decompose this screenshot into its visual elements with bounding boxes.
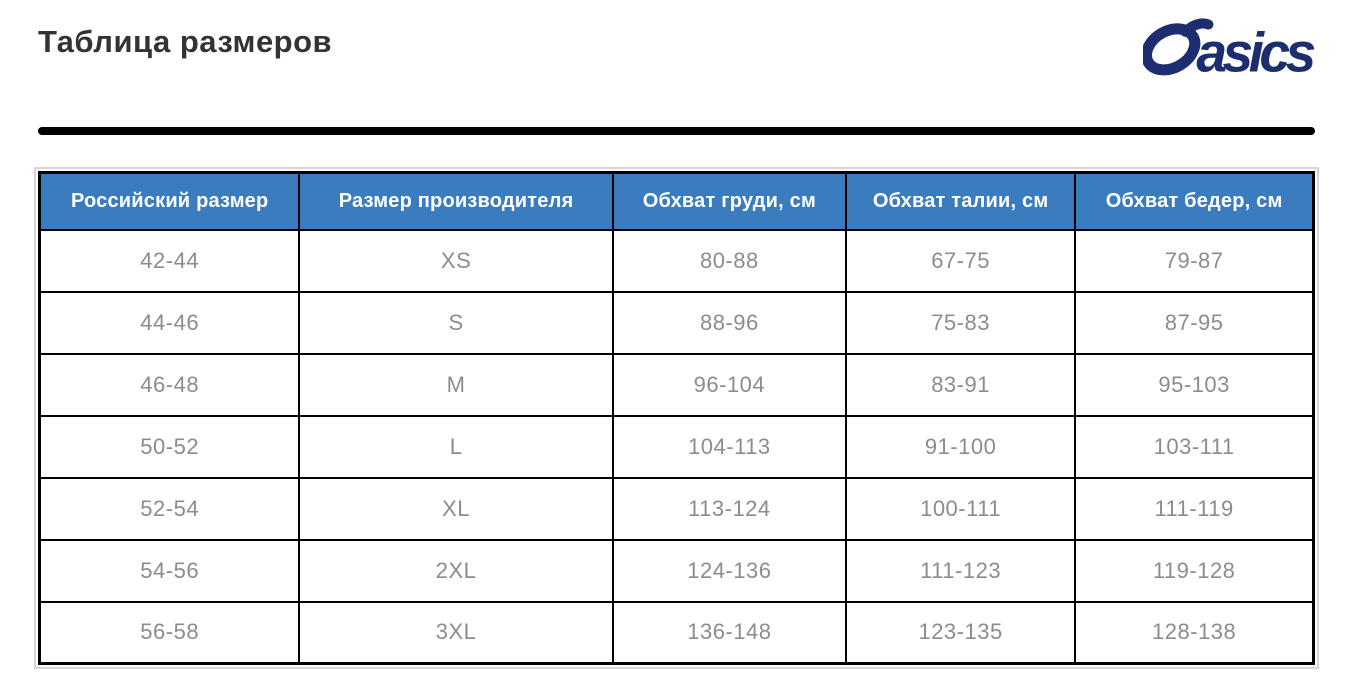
- table-row: 46-48 M 96-104 83-91 95-103: [38, 352, 1315, 417]
- table-cell: 52-54: [38, 476, 301, 541]
- table-cell: 67-75: [844, 228, 1077, 293]
- table-cell: 88-96: [611, 290, 847, 355]
- table-cell: 46-48: [38, 352, 301, 417]
- asics-logo-icon: asics: [1143, 18, 1318, 79]
- table-cell: 50-52: [38, 414, 301, 479]
- table-cell: 87-95: [1074, 290, 1315, 355]
- table-cell: 113-124: [611, 476, 847, 541]
- table-cell: 103-111: [1074, 414, 1315, 479]
- table-cell: 111-119: [1074, 476, 1315, 541]
- table-cell: 42-44: [38, 228, 301, 293]
- table-cell: 124-136: [611, 538, 847, 603]
- table-cell: 44-46: [38, 290, 301, 355]
- table-cell: 96-104: [611, 352, 847, 417]
- size-table-container: Российский размер Размер производителя Обх…: [34, 167, 1319, 669]
- table-row: 56-58 3XL 136-148 123-135 128-138: [38, 600, 1315, 665]
- table-cell: 95-103: [1074, 352, 1315, 417]
- column-header: Обхват бедер, см: [1074, 171, 1315, 231]
- table-cell: 56-58: [38, 600, 301, 665]
- table-row: 42-44 XS 80-88 67-75 79-87: [38, 228, 1315, 293]
- table-cell: 83-91: [844, 352, 1077, 417]
- table-cell: 2XL: [298, 538, 614, 603]
- column-header: Российский размер: [38, 171, 301, 231]
- table-row: 52-54 XL 113-124 100-111 111-119: [38, 476, 1315, 541]
- table-cell: L: [298, 414, 614, 479]
- table-cell: 123-135: [844, 600, 1077, 665]
- asics-spiral-icon: [1143, 18, 1214, 76]
- table-cell: 136-148: [611, 600, 847, 665]
- column-header: Обхват груди, см: [611, 171, 847, 231]
- table-row: 50-52 L 104-113 91-100 103-111: [38, 414, 1315, 479]
- table-cell: 104-113: [611, 414, 847, 479]
- size-table: Российский размер Размер производителя Обх…: [38, 171, 1315, 665]
- table-cell: XS: [298, 228, 614, 293]
- table-cell: 80-88: [611, 228, 847, 293]
- page-title: Таблица размеров: [38, 24, 333, 59]
- table-cell: 3XL: [298, 600, 614, 665]
- header-row: Российский размер Размер производителя Обх…: [38, 171, 1315, 231]
- column-header: Обхват талии, см: [844, 171, 1077, 231]
- table-cell: 100-111: [844, 476, 1077, 541]
- table-cell: 111-123: [844, 538, 1077, 603]
- column-header: Размер производителя: [298, 171, 614, 231]
- table-row: 54-56 2XL 124-136 111-123 119-128: [38, 538, 1315, 603]
- table-cell: 128-138: [1074, 600, 1315, 665]
- asics-wordmark: asics: [1196, 21, 1314, 79]
- page-header: Таблица размеров asics: [0, 0, 1350, 79]
- table-row: 44-46 S 88-96 75-83 87-95: [38, 290, 1315, 355]
- asics-logo: asics: [1143, 16, 1318, 79]
- table-cell: 75-83: [844, 290, 1077, 355]
- table-cell: 54-56: [38, 538, 301, 603]
- table-cell: 91-100: [844, 414, 1077, 479]
- table-cell: 119-128: [1074, 538, 1315, 603]
- title-divider: [38, 127, 1315, 135]
- table-cell: XL: [298, 476, 614, 541]
- table-cell: S: [298, 290, 614, 355]
- table-cell: 79-87: [1074, 228, 1315, 293]
- table-cell: M: [298, 352, 614, 417]
